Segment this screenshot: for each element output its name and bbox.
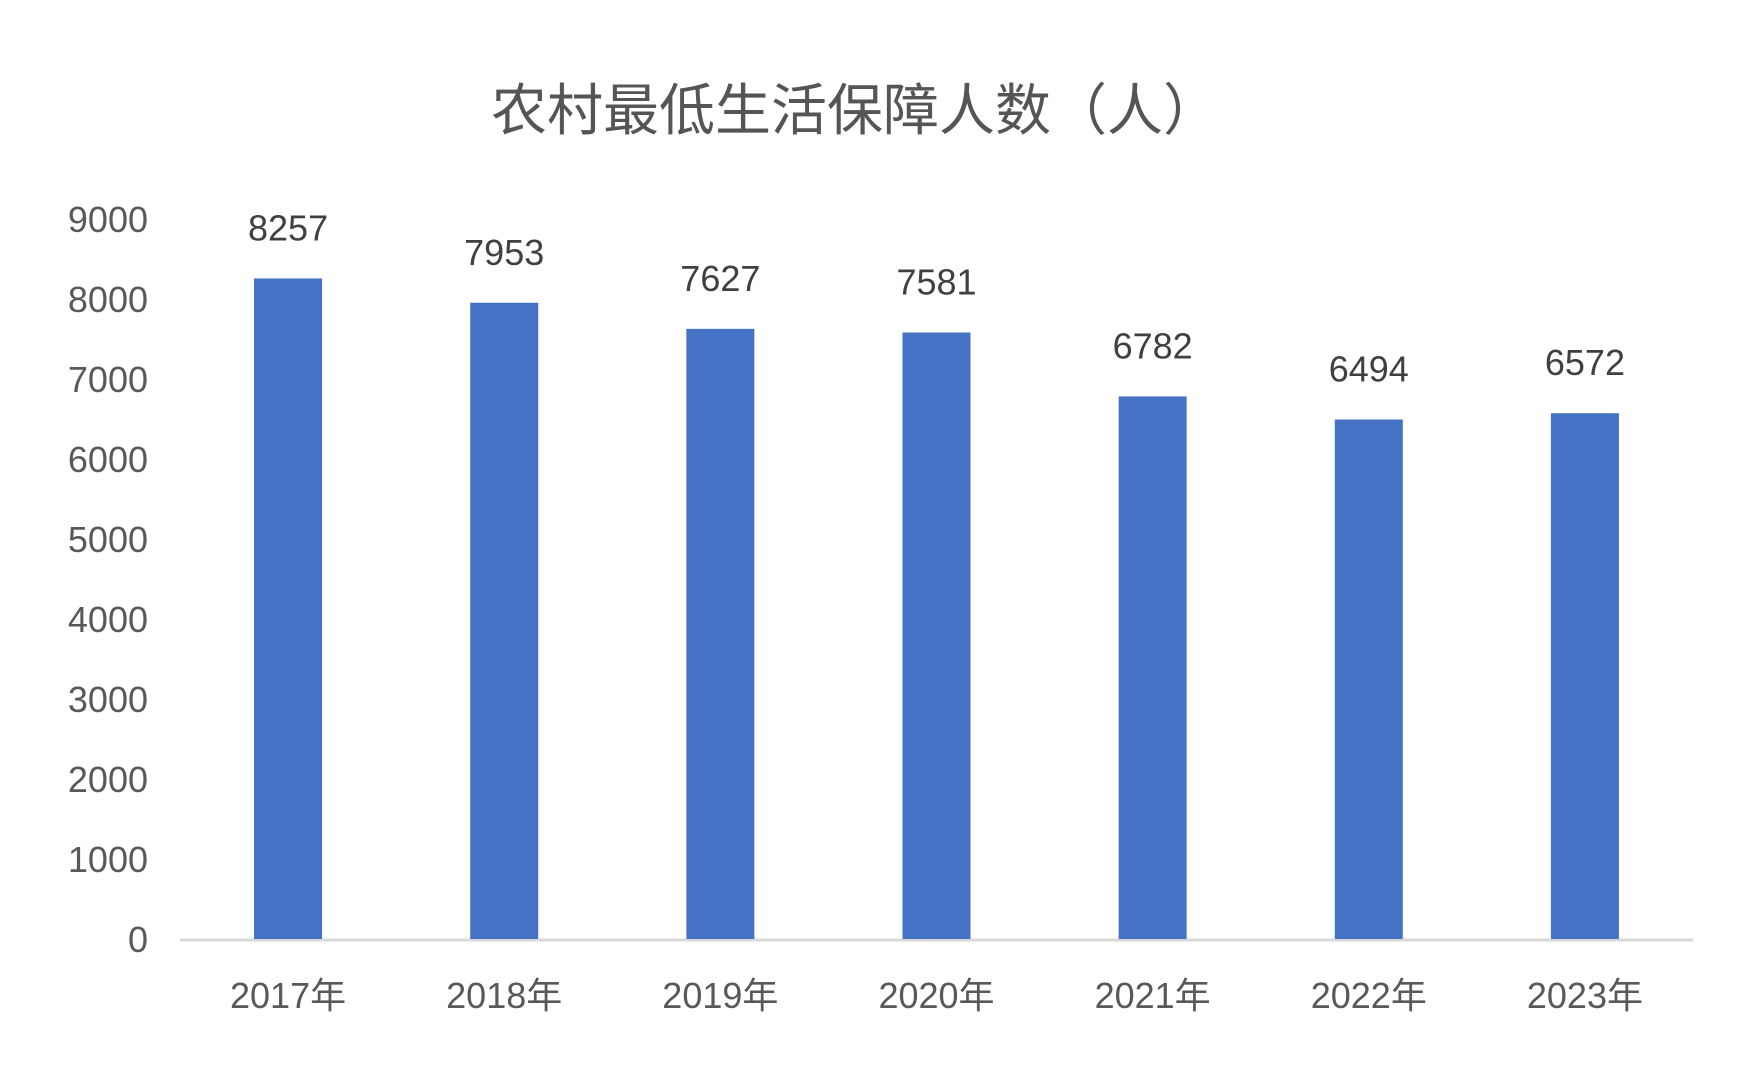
y-tick-label: 2000 bbox=[68, 759, 148, 800]
x-tick-label: 2020年 bbox=[878, 975, 994, 1016]
data-label: 7627 bbox=[680, 258, 760, 299]
data-label: 7581 bbox=[896, 262, 976, 303]
y-tick-label: 8000 bbox=[68, 279, 148, 320]
data-label: 8257 bbox=[248, 207, 328, 248]
x-tick-label: 2022年 bbox=[1311, 975, 1427, 1016]
data-label: 6782 bbox=[1113, 325, 1193, 366]
data-label: 6572 bbox=[1545, 342, 1625, 383]
chart-title: 农村最低生活保障人数（人） bbox=[491, 79, 1219, 144]
bar-2021年 bbox=[1118, 396, 1187, 939]
y-tick-label: 9000 bbox=[68, 199, 148, 240]
data-label: 6494 bbox=[1329, 348, 1409, 389]
y-tick-label: 4000 bbox=[68, 599, 148, 640]
y-tick-label: 1000 bbox=[68, 839, 148, 880]
x-axis-ticks: 2017年 2018年 2019年 2020年 2021年 2022年 2023年 bbox=[230, 975, 1643, 1016]
data-labels: 8257 7953 7627 7581 6782 6494 6572 bbox=[248, 207, 1625, 389]
x-tick-label: 2017年 bbox=[230, 975, 346, 1016]
y-tick-label: 5000 bbox=[68, 519, 148, 560]
bar-2017年 bbox=[254, 278, 323, 939]
bar-2022年 bbox=[1334, 419, 1403, 940]
x-tick-label: 2018年 bbox=[446, 975, 562, 1016]
x-tick-label: 2021年 bbox=[1095, 975, 1211, 1016]
bar-series bbox=[254, 278, 1619, 940]
y-tick-label: 6000 bbox=[68, 439, 148, 480]
bar-2023年 bbox=[1550, 413, 1619, 939]
x-tick-label: 2019年 bbox=[662, 975, 778, 1016]
y-tick-label: 3000 bbox=[68, 679, 148, 720]
bar-2019年 bbox=[686, 328, 755, 940]
data-label: 7953 bbox=[464, 232, 544, 273]
y-tick-label: 0 bbox=[128, 919, 148, 960]
y-tick-label: 7000 bbox=[68, 359, 148, 400]
bar-2020年 bbox=[902, 332, 971, 939]
bar-2018年 bbox=[470, 302, 539, 939]
x-tick-label: 2023年 bbox=[1527, 975, 1643, 1016]
y-axis-ticks: 0 1000 2000 3000 4000 5000 6000 7000 8000 9000 bbox=[68, 199, 148, 960]
